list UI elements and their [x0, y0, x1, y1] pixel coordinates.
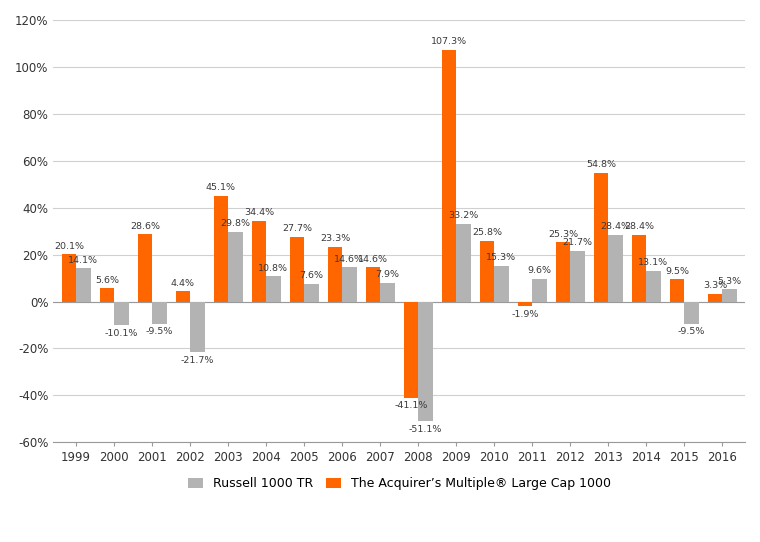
- Bar: [404, 301, 418, 398]
- Bar: [494, 266, 508, 301]
- Text: 7.6%: 7.6%: [299, 271, 324, 280]
- Text: 5.6%: 5.6%: [95, 276, 119, 285]
- Bar: [418, 301, 432, 422]
- Text: 107.3%: 107.3%: [431, 37, 467, 46]
- Text: -41.1%: -41.1%: [394, 402, 428, 410]
- Bar: [190, 301, 204, 352]
- Bar: [670, 279, 684, 301]
- Bar: [228, 231, 242, 301]
- Text: 20.1%: 20.1%: [54, 242, 84, 251]
- Bar: [518, 301, 532, 306]
- Text: 28.6%: 28.6%: [130, 222, 160, 231]
- Bar: [114, 301, 128, 325]
- Text: 3.3%: 3.3%: [703, 281, 727, 291]
- Text: 23.3%: 23.3%: [320, 234, 350, 243]
- Text: 14.6%: 14.6%: [358, 255, 388, 264]
- Text: 9.6%: 9.6%: [527, 267, 552, 275]
- Bar: [138, 235, 152, 301]
- Text: 10.8%: 10.8%: [258, 263, 288, 273]
- Bar: [342, 267, 356, 301]
- Bar: [646, 271, 660, 301]
- Text: -9.5%: -9.5%: [146, 327, 173, 337]
- Text: 28.4%: 28.4%: [624, 222, 654, 231]
- Bar: [62, 254, 76, 301]
- Text: 7.9%: 7.9%: [375, 270, 400, 280]
- Bar: [328, 247, 342, 301]
- Bar: [632, 235, 646, 301]
- Text: 25.3%: 25.3%: [548, 230, 578, 238]
- Text: 14.6%: 14.6%: [334, 255, 364, 264]
- Text: -51.1%: -51.1%: [409, 425, 442, 434]
- Bar: [214, 196, 228, 301]
- Bar: [304, 283, 318, 301]
- Text: 4.4%: 4.4%: [171, 279, 195, 288]
- Text: 25.8%: 25.8%: [472, 229, 502, 237]
- Bar: [76, 268, 90, 301]
- Text: 29.8%: 29.8%: [220, 219, 250, 228]
- Bar: [570, 250, 584, 301]
- Bar: [266, 276, 280, 301]
- Bar: [722, 289, 736, 301]
- Text: 34.4%: 34.4%: [244, 208, 274, 217]
- Legend: Russell 1000 TR, The Acquirer’s Multiple® Large Cap 1000: Russell 1000 TR, The Acquirer’s Multiple…: [183, 472, 616, 495]
- Bar: [366, 267, 380, 301]
- Text: 33.2%: 33.2%: [448, 211, 479, 220]
- Bar: [252, 221, 266, 301]
- Text: 5.3%: 5.3%: [717, 276, 742, 286]
- Bar: [290, 236, 304, 301]
- Bar: [176, 291, 190, 301]
- Text: 45.1%: 45.1%: [206, 183, 236, 192]
- Bar: [608, 235, 622, 301]
- Bar: [684, 301, 698, 324]
- Bar: [380, 283, 394, 301]
- Bar: [480, 241, 494, 301]
- Bar: [442, 50, 456, 301]
- Bar: [594, 173, 608, 301]
- Text: 13.1%: 13.1%: [638, 259, 669, 267]
- Text: 14.1%: 14.1%: [68, 256, 98, 265]
- Text: 28.4%: 28.4%: [600, 222, 630, 231]
- Text: -9.5%: -9.5%: [678, 327, 705, 337]
- Bar: [708, 294, 722, 301]
- Bar: [456, 224, 470, 301]
- Bar: [532, 279, 546, 301]
- Bar: [100, 288, 114, 301]
- Text: 9.5%: 9.5%: [665, 267, 689, 276]
- Text: -10.1%: -10.1%: [105, 329, 138, 338]
- Text: 21.7%: 21.7%: [562, 238, 592, 247]
- Text: 15.3%: 15.3%: [486, 253, 517, 262]
- Text: 27.7%: 27.7%: [282, 224, 312, 233]
- Bar: [556, 242, 570, 301]
- Text: -1.9%: -1.9%: [511, 309, 539, 319]
- Text: -21.7%: -21.7%: [181, 356, 214, 365]
- Bar: [152, 301, 166, 324]
- Text: 54.8%: 54.8%: [586, 160, 616, 170]
